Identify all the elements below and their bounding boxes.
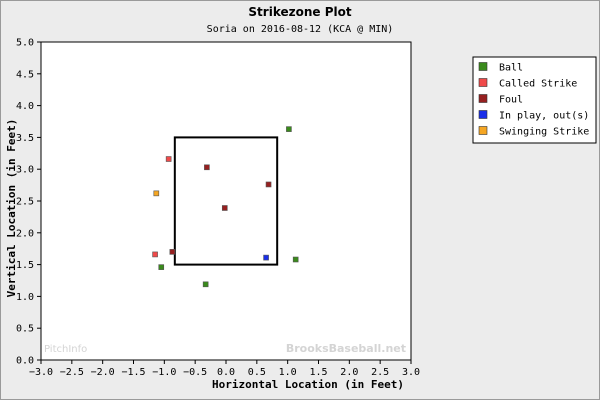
pitch-point-called-strike [152, 251, 158, 258]
watermark-right: BrooksBaseball.net [286, 342, 406, 355]
pitch-point-swinging-strike [153, 190, 160, 197]
pitch-point-ball [202, 281, 209, 288]
y-tick-label: 4.5 [16, 69, 34, 80]
x-tick-label: −1.0 [152, 367, 176, 378]
x-tick-label: −1.5 [121, 367, 145, 378]
y-tick-label: 3.5 [16, 133, 34, 144]
y-tick-label: 3.0 [16, 165, 34, 176]
y-tick-label: 0.5 [16, 324, 34, 335]
x-tick-label: 1.0 [279, 367, 297, 378]
legend-box [472, 56, 597, 144]
legend-swatch [478, 126, 488, 135]
legend-swatch [478, 62, 488, 71]
watermark-left: PitchInfo [44, 344, 87, 355]
x-tick-label: 0.5 [248, 367, 266, 378]
x-tick-label: 3.0 [402, 367, 420, 378]
plot-area [40, 41, 412, 361]
pitch-point-called-strike [165, 156, 172, 162]
x-tick-label: 2.5 [371, 367, 389, 378]
chart-title: Strikezone Plot [248, 5, 351, 19]
x-tick-label: 0.0 [217, 367, 235, 378]
y-axis: 0.0 0.5 1.0 1.5 2.0 2.5 3.0 3.5 4.0 4.5 5.0 [16, 38, 41, 367]
legend-label: Swinging Strike [499, 127, 589, 138]
x-tick-label: 1.5 [309, 367, 327, 378]
pitch-points [152, 126, 299, 288]
pitch-point-foul [169, 249, 176, 255]
legend-swatch [478, 110, 488, 119]
pitch-point-in-play-out-s [263, 254, 269, 261]
legend-label: Ball [499, 63, 523, 74]
x-tick-label: −2.5 [60, 367, 84, 378]
strike-zone-box [173, 136, 279, 266]
x-tick-label: −2.0 [91, 367, 115, 378]
pitch-point-ball [286, 126, 292, 132]
chart-subtitle: Soria on 2016-08-12 (KCA @ MIN) [207, 24, 394, 35]
pitch-point-foul [221, 205, 228, 211]
x-tick-label: −3.0 [29, 367, 53, 378]
x-axis-label: Horizontal Location (in Feet) [212, 378, 404, 391]
y-tick-label: 0.0 [16, 356, 34, 367]
pitch-point-ball [292, 256, 299, 263]
y-tick-label: 5.0 [16, 38, 34, 49]
pitch-point-foul [265, 181, 272, 188]
y-axis-label: Vertical Location (in Feet) [5, 119, 18, 298]
y-tick-label: 1.0 [16, 292, 34, 303]
legend-swatch [478, 94, 488, 103]
x-tick-label: −0.5 [183, 367, 207, 378]
y-tick-label: 2.5 [16, 197, 34, 208]
legend: Ball Called Strike Foul In play, out(s) Swin… [472, 56, 597, 144]
x-axis: −3.0 −2.5 −2.0 −1.5 −1.0 −0.5 0.0 0.5 1.0 1.5 2.0 2… [29, 360, 420, 378]
pitch-point-foul [204, 164, 210, 171]
y-tick-label: 4.0 [16, 101, 34, 112]
y-tick-label: 2.0 [16, 228, 34, 239]
legend-label: In play, out(s) [499, 111, 589, 122]
pitch-point-ball [158, 264, 165, 270]
legend-label: Called Strike [499, 79, 577, 90]
legend-label: Foul [499, 95, 523, 106]
x-tick-label: 2.0 [340, 367, 358, 378]
y-tick-label: 1.5 [16, 260, 34, 271]
legend-swatch [478, 78, 488, 87]
